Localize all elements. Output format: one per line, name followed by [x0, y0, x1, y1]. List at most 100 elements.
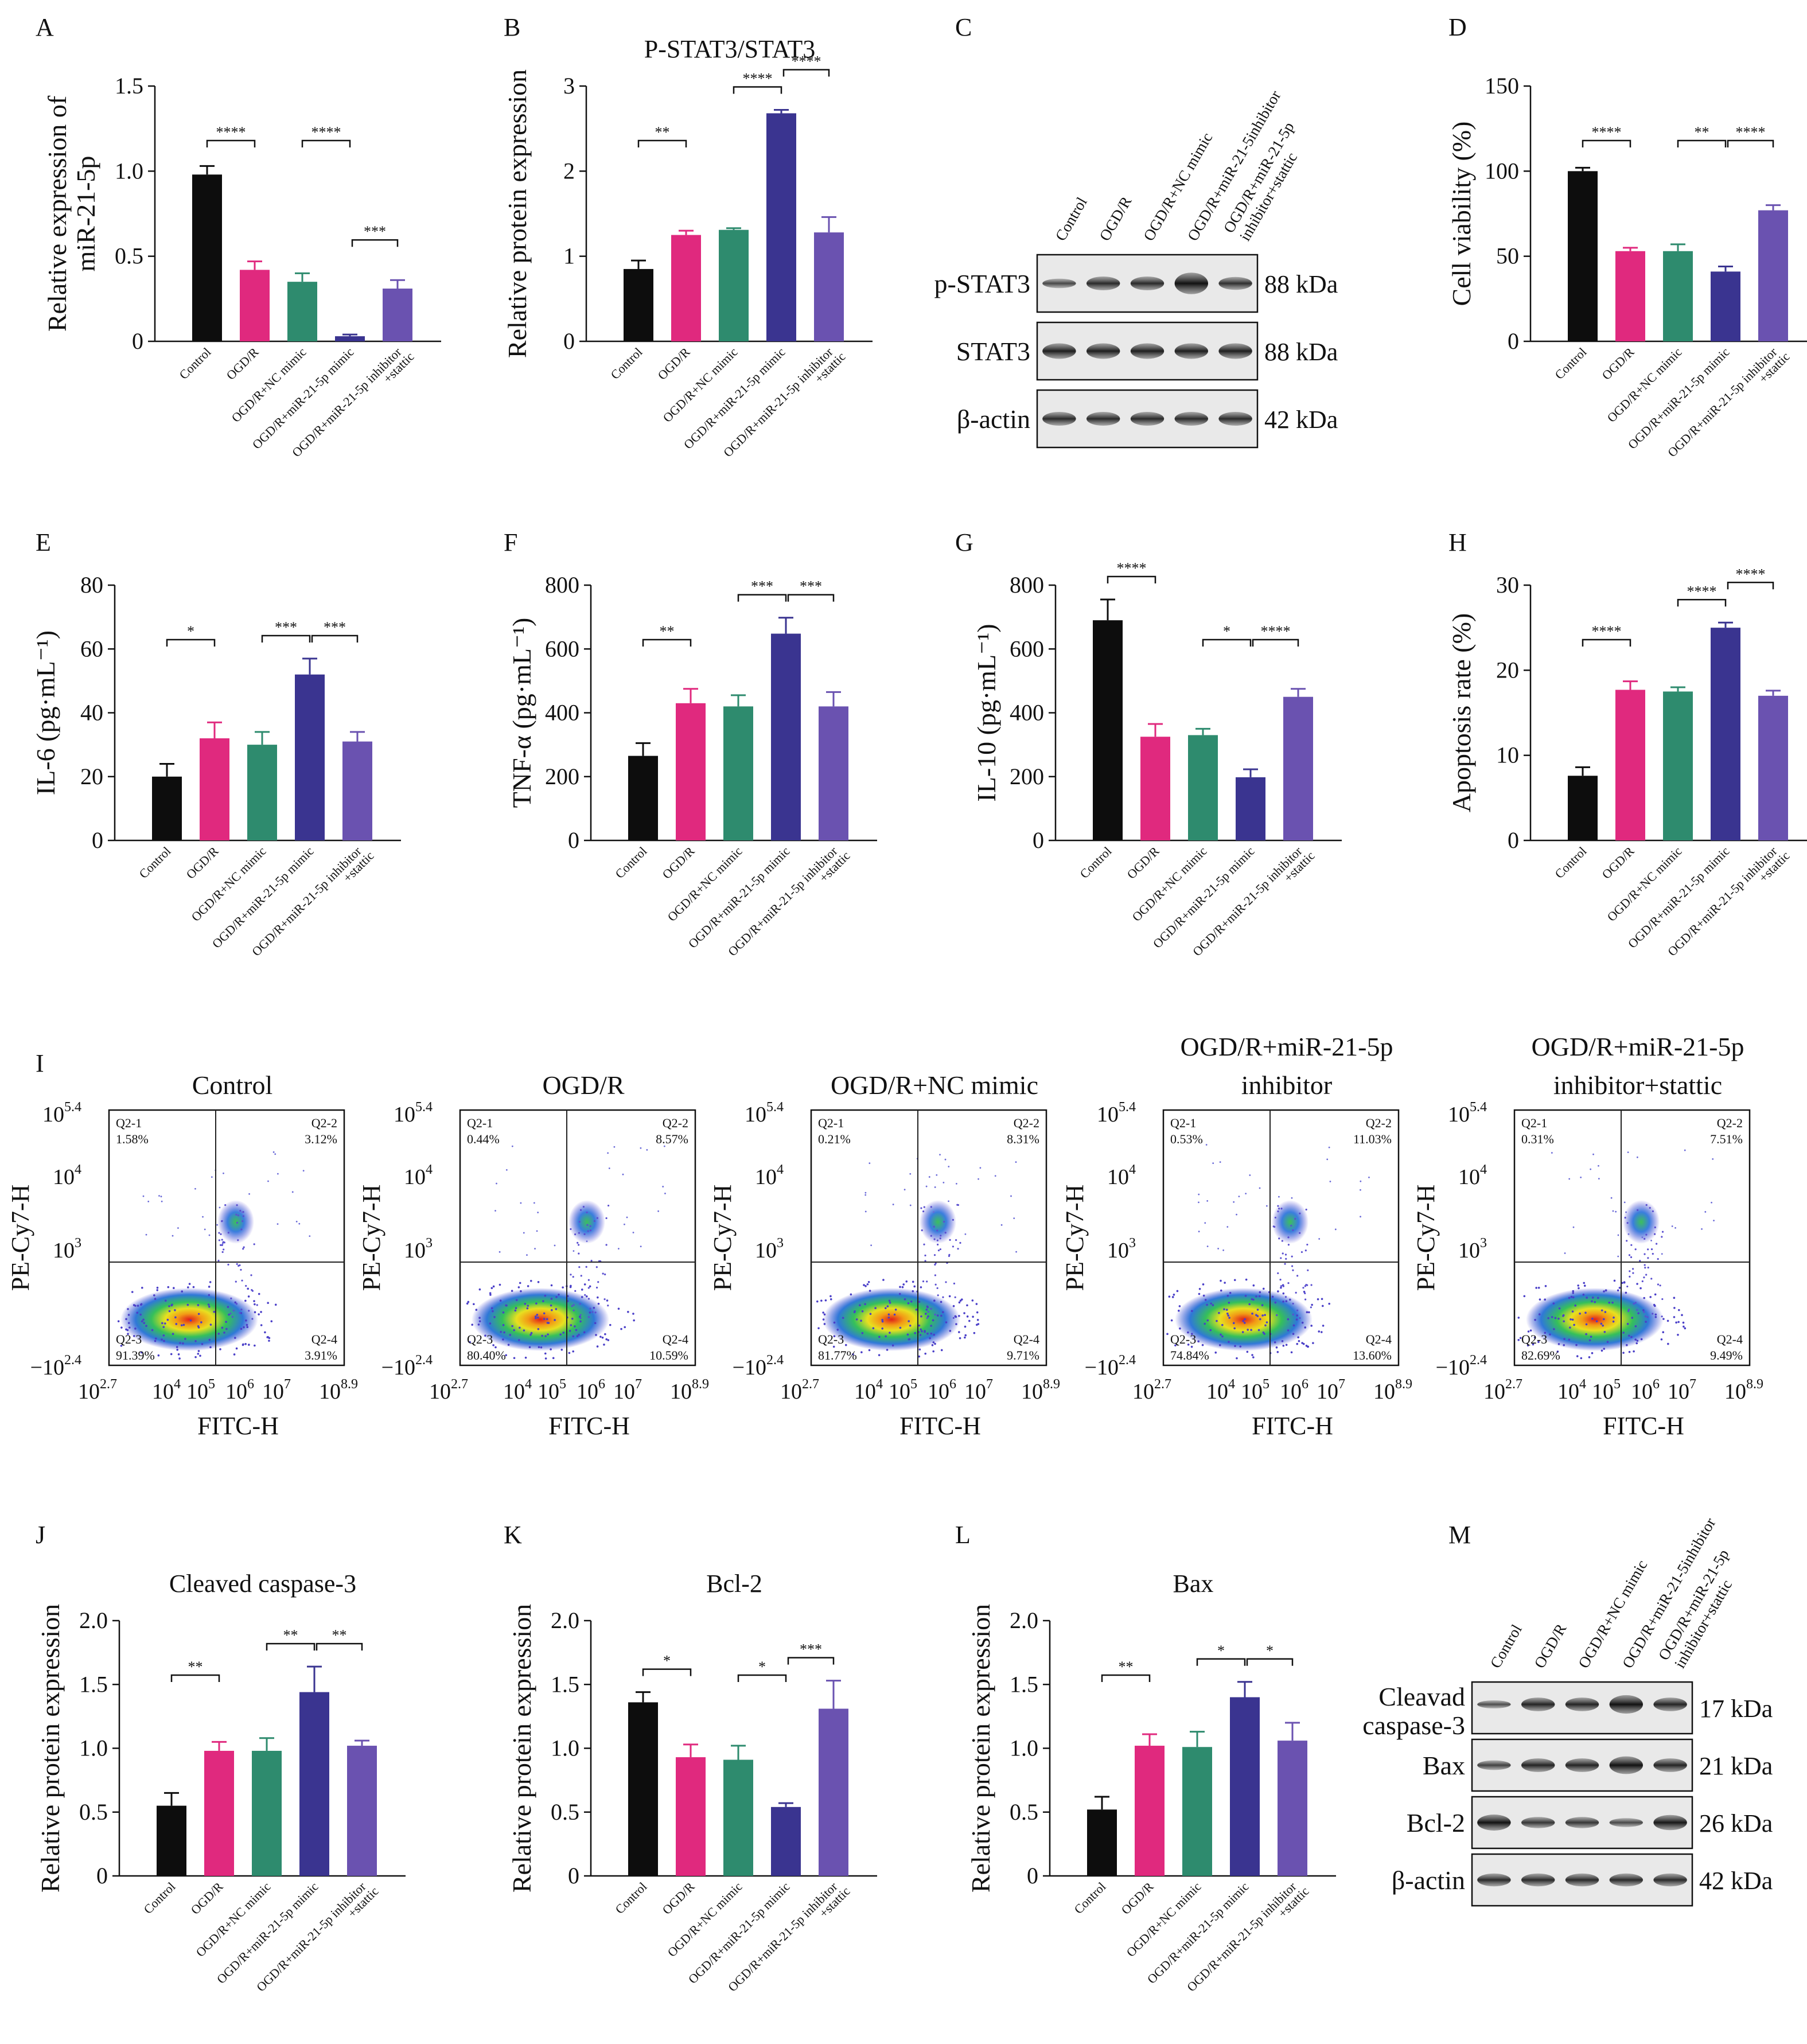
event-dot [1645, 1274, 1648, 1276]
bar [1568, 171, 1598, 341]
event-dot [1654, 1293, 1657, 1296]
tick-exponent: 3 [426, 1236, 433, 1251]
event-dot [1657, 1258, 1659, 1260]
event-dot [141, 1320, 143, 1323]
event-dot [172, 1333, 174, 1336]
event-dot [151, 1329, 154, 1331]
event-dot [161, 1322, 163, 1325]
blot-band [1609, 1818, 1643, 1827]
y-tick-label: 105.4 [42, 1100, 81, 1127]
event-dot [240, 1327, 243, 1330]
event-dot [1600, 1309, 1603, 1312]
tick-exponent: 5.4 [1119, 1100, 1136, 1115]
tick-base: 10 [745, 1103, 766, 1127]
apoptotic-cluster [1623, 1200, 1660, 1244]
event-dot [926, 1305, 929, 1308]
event-dot [959, 1337, 961, 1340]
event-dot [1571, 1310, 1574, 1313]
event-dot [1198, 1292, 1201, 1295]
event-dot [1322, 1325, 1325, 1327]
panel-letter-l: L [955, 1521, 971, 1549]
event-dot [579, 1314, 582, 1316]
event-dot [1582, 1293, 1585, 1296]
event-dot [520, 1202, 522, 1204]
event-dot [161, 1200, 163, 1202]
event-dot [242, 1210, 244, 1213]
quadrant-name: Q2-3 [1521, 1332, 1547, 1346]
significance-label: **** [311, 124, 341, 141]
y-axis-label: Relative expression of [42, 95, 72, 332]
event-dot [602, 1272, 604, 1275]
event-dot [550, 1298, 553, 1300]
bar [628, 756, 658, 840]
event-dot [824, 1299, 827, 1302]
event-dot [1225, 1309, 1228, 1311]
y-tick-label: 104 [755, 1162, 784, 1189]
event-dot [587, 1287, 590, 1289]
event-dot [1701, 1228, 1703, 1230]
event-dot [901, 1286, 904, 1288]
event-dot [1233, 1201, 1235, 1203]
event-dot [1168, 1295, 1171, 1298]
y-tick-label: 800 [545, 572, 579, 598]
tick-exponent: 8.9 [692, 1377, 709, 1392]
event-dot [240, 1228, 243, 1231]
event-dot [208, 1286, 211, 1288]
tick-exponent: 2.7 [1505, 1377, 1522, 1392]
event-dot [863, 1284, 865, 1286]
category-label: Control [1552, 844, 1589, 881]
x-tick-label: 104 [1206, 1377, 1235, 1404]
blot-band [1521, 1817, 1555, 1828]
x-tick-label: 105 [889, 1377, 917, 1404]
event-dot [248, 1193, 250, 1195]
y-tick-label: 20 [80, 764, 103, 789]
y-tick-label: 103 [404, 1236, 433, 1263]
event-dot [1629, 1270, 1631, 1272]
event-dot [1558, 1307, 1561, 1310]
event-dot [490, 1287, 493, 1290]
event-dot [573, 1304, 575, 1306]
event-dot [1226, 1226, 1229, 1228]
event-dot [912, 1280, 914, 1283]
event-dot [209, 1346, 212, 1349]
event-dot [242, 1248, 244, 1250]
event-dot [478, 1317, 481, 1319]
event-dot [886, 1305, 889, 1307]
event-dot [1646, 1316, 1649, 1318]
event-dot [581, 1288, 583, 1291]
event-dot [145, 1325, 147, 1327]
blot-band [1042, 278, 1076, 289]
y-tick-label: 103 [53, 1236, 81, 1263]
event-dot [1204, 1322, 1206, 1325]
event-dot [1621, 1282, 1623, 1284]
event-dot [881, 1318, 883, 1321]
event-dot [247, 1287, 250, 1290]
event-dot [976, 1311, 979, 1314]
event-dot [544, 1335, 547, 1337]
event-dot [1678, 1309, 1680, 1311]
event-dot [953, 1282, 956, 1284]
flow-plot: ControlQ2-11.58%Q2-23.12%Q2-391.39%Q2-43… [6, 1070, 358, 1440]
event-dot [1328, 1302, 1331, 1305]
event-dot [1578, 1287, 1580, 1290]
event-dot [298, 1222, 301, 1225]
event-dot [607, 1152, 609, 1154]
event-dot [216, 1224, 219, 1226]
event-dot [886, 1349, 889, 1351]
event-dot [254, 1303, 256, 1306]
blot-band [1565, 1698, 1599, 1711]
flow-plot-title: OGD/R+NC mimic [831, 1070, 1038, 1100]
blot-band [1653, 1873, 1687, 1887]
significance-label: **** [743, 71, 773, 87]
y-tick-label: −102.4 [1436, 1353, 1487, 1380]
chart-title: Bcl-2 [706, 1570, 762, 1598]
event-dot [1544, 1298, 1547, 1301]
event-dot [1321, 1305, 1324, 1307]
event-dot [139, 1303, 142, 1306]
flow-x-axis-label: FITC-H [197, 1412, 279, 1440]
event-dot [1222, 1249, 1224, 1251]
event-dot [536, 1316, 539, 1319]
significance-bracket [1677, 599, 1727, 607]
